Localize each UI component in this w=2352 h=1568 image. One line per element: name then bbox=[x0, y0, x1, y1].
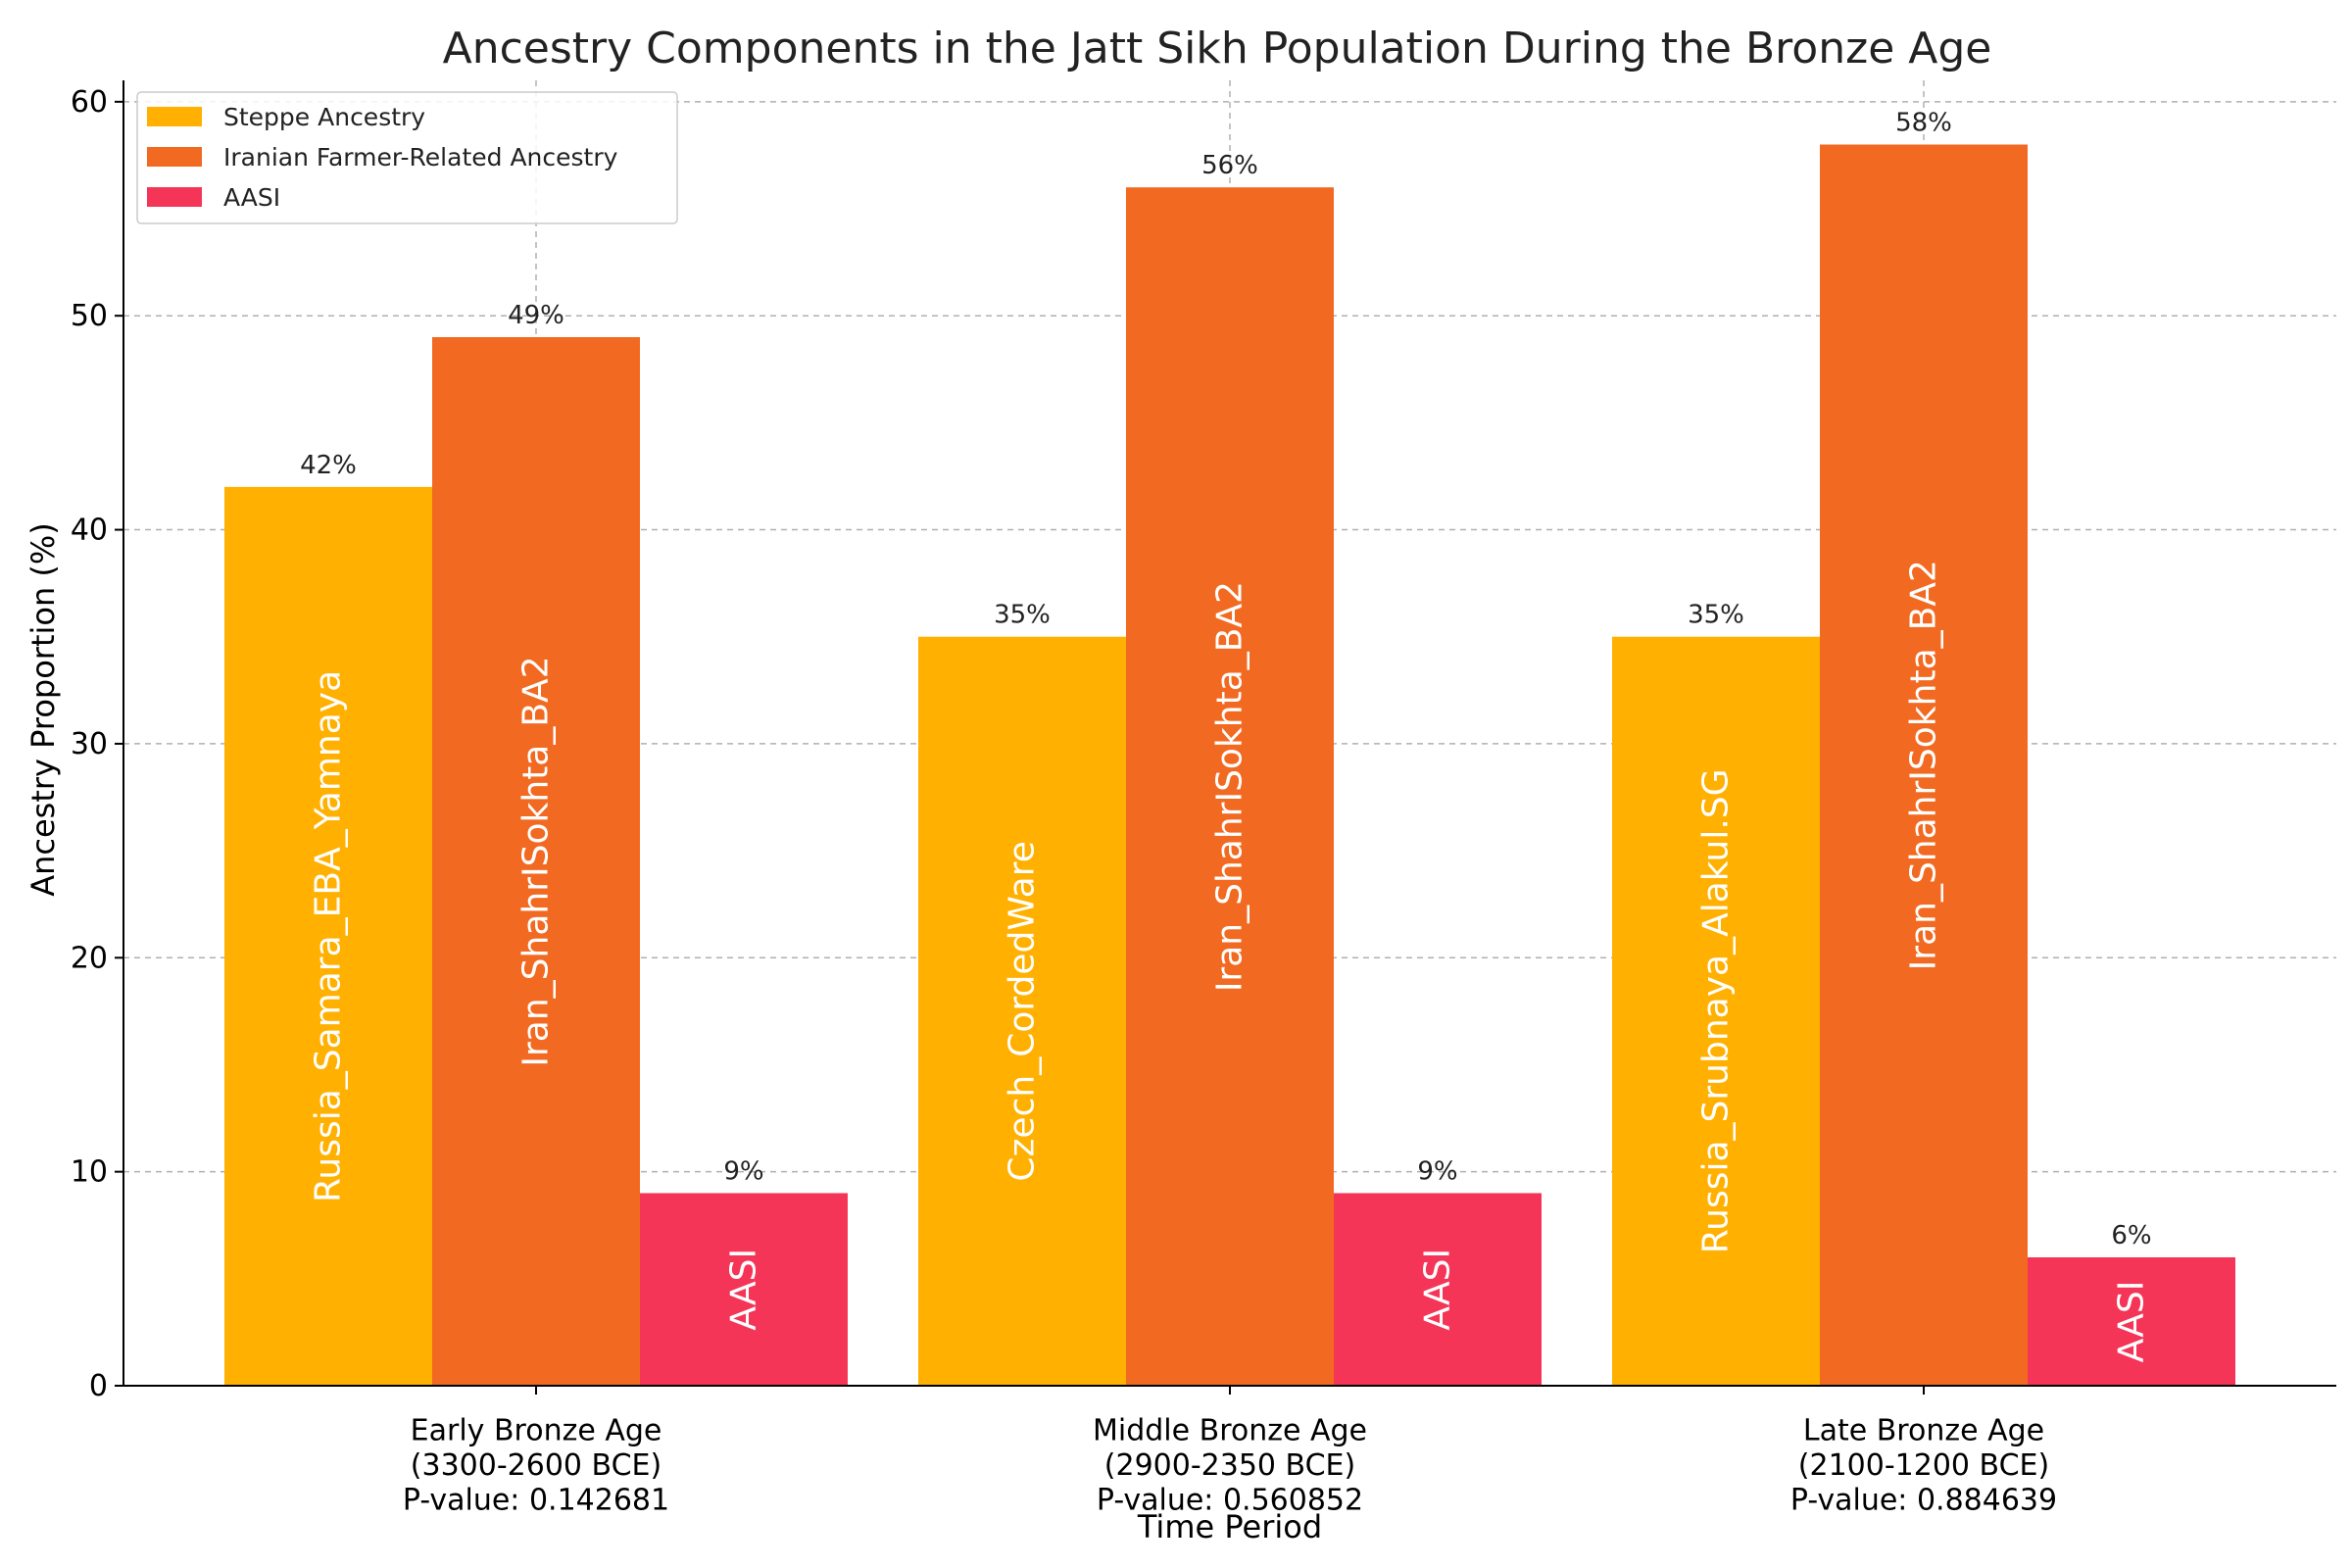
x-tick-label: Middle Bronze Age (2900-2350 BCE) P-value:… bbox=[1093, 1414, 1367, 1518]
x-tick-label: Late Bronze Age (2100-1200 BCE) P-value: 0… bbox=[1790, 1414, 2057, 1518]
legend-box bbox=[136, 91, 678, 224]
axes: 0 10 20 30 40 50 60 Early Bronze Age (3300-2600 … bbox=[71, 80, 2336, 1517]
y-tick-label: 60 bbox=[71, 85, 108, 120]
bar-value-label: 42% bbox=[300, 451, 357, 480]
bar-inner-label: AASI bbox=[724, 1249, 764, 1331]
bar bbox=[640, 1193, 848, 1386]
x-tick-label-line: (2900-2350 BCE) bbox=[1104, 1448, 1355, 1483]
bar bbox=[1334, 1193, 1542, 1386]
bar bbox=[432, 337, 640, 1387]
legend-swatch bbox=[147, 147, 202, 167]
legend: Steppe Ancestry Iranian Farmer-Related An… bbox=[136, 91, 678, 224]
x-axis-label: Time Period bbox=[1137, 1508, 1322, 1545]
x-tick-label-line: (3300-2600 BCE) bbox=[411, 1448, 662, 1483]
bar bbox=[918, 636, 1126, 1386]
bar-value-label: 49% bbox=[508, 301, 564, 330]
bar-value-label: 6% bbox=[2111, 1221, 2151, 1250]
legend-entry-label: Iranian Farmer-Related Ancestry bbox=[223, 143, 618, 172]
x-tick-label-line: Middle Bronze Age bbox=[1093, 1414, 1367, 1448]
legend-entry-label: AASI bbox=[223, 183, 280, 212]
bar-value-label: 35% bbox=[1688, 601, 1744, 630]
x-tick-label-line: (2100-1200 BCE) bbox=[1798, 1448, 2049, 1483]
bars bbox=[224, 144, 2235, 1387]
y-tick-label: 30 bbox=[71, 727, 108, 761]
bar-value-label: 58% bbox=[1895, 109, 1952, 138]
x-tick-label-line: Early Bronze Age bbox=[411, 1414, 662, 1448]
y-tick-label: 20 bbox=[71, 941, 108, 975]
bar-inner-label: Russia_Srubnaya_Alakul.SG bbox=[1696, 768, 1737, 1253]
bar-labels: 42% Russia_Samara_EBA_Yamnaya 35% Czech_Cor… bbox=[300, 109, 2152, 1363]
x-tick-label-line: P-value: 0.142681 bbox=[403, 1483, 669, 1517]
x-tick-label-line: Late Bronze Age bbox=[1803, 1414, 2044, 1448]
bar bbox=[1820, 144, 2028, 1387]
bar-value-label: 9% bbox=[723, 1156, 763, 1186]
bar-inner-label: AASI bbox=[1418, 1249, 1458, 1331]
y-tick-label: 40 bbox=[71, 514, 108, 548]
bar bbox=[2028, 1256, 2235, 1386]
bar-inner-label: Iran_ShahrISokhta_BA2 bbox=[516, 656, 557, 1066]
bar-inner-label: AASI bbox=[2112, 1281, 2152, 1363]
bar-value-label: 56% bbox=[1201, 151, 1258, 180]
bar-inner-label: Russia_Samara_EBA_Yamnaya bbox=[309, 670, 349, 1202]
x-tick-label: Early Bronze Age (3300-2600 BCE) P-value: … bbox=[403, 1414, 669, 1518]
x-tick-label-line: P-value: 0.884639 bbox=[1790, 1483, 2057, 1517]
bar bbox=[1126, 187, 1334, 1387]
bar-inner-label: Iran_ShahrISokhta_BA2 bbox=[1904, 560, 1944, 970]
y-tick-label: 10 bbox=[71, 1155, 108, 1190]
bar bbox=[224, 486, 432, 1386]
y-axis-label: Ancestry Proportion (%) bbox=[24, 522, 62, 897]
y-tick-label: 0 bbox=[89, 1369, 108, 1403]
chart-title: Ancestry Components in the Jatt Sikh Pop… bbox=[443, 24, 1992, 74]
legend-entry-label: Steppe Ancestry bbox=[223, 103, 425, 131]
bar-value-label: 9% bbox=[1417, 1156, 1457, 1186]
legend-swatch bbox=[147, 187, 202, 207]
bar bbox=[1612, 636, 1820, 1386]
bar-inner-label: Czech_CordedWare bbox=[1003, 841, 1043, 1181]
legend-swatch bbox=[147, 107, 202, 126]
y-tick-label: 50 bbox=[71, 299, 108, 333]
bar-inner-label: Iran_ShahrISokhta_BA2 bbox=[1210, 581, 1250, 992]
bar-value-label: 35% bbox=[994, 601, 1051, 630]
x-tick-label-line: P-value: 0.560852 bbox=[1097, 1483, 1363, 1517]
